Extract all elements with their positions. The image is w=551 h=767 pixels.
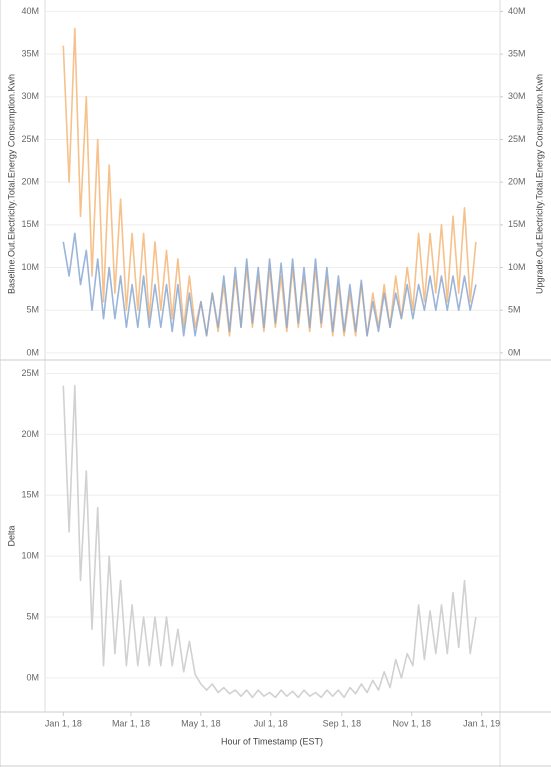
x-tick-label: Jan 1, 18 (45, 718, 82, 728)
y2-tick-label: 5M (508, 305, 521, 315)
x-tick-label: Jul 1, 18 (254, 718, 288, 728)
x-tick-label: Mar 1, 18 (112, 718, 150, 728)
y2-tick-label: 40M (508, 6, 526, 16)
y2-tick-label: 20M (508, 177, 526, 187)
y2-tick-label: 0M (508, 347, 521, 357)
y-tick-label: 40M (21, 6, 39, 16)
y-tick-label: 35M (21, 48, 39, 58)
y-tick-label: 5M (26, 611, 39, 621)
x-tick-label: Nov 1, 18 (392, 718, 431, 728)
y-tick-label: 10M (21, 551, 39, 561)
y-tick-label: 20M (21, 177, 39, 187)
x-axis-title: Hour of Timestamp (EST) (221, 736, 323, 746)
y-axis-title: Baseline.Out.Electricity.Total.Energy Co… (6, 74, 16, 294)
x-tick-label: May 1, 18 (181, 718, 221, 728)
y-tick-label: 15M (21, 490, 39, 500)
y2-tick-label: 25M (508, 134, 526, 144)
y2-axis-title: Upgrade.Out.Electricity.Total.Energy Con… (534, 74, 544, 294)
y2-tick-label: 30M (508, 91, 526, 101)
y-tick-label: 10M (21, 262, 39, 272)
y-tick-label: 25M (21, 134, 39, 144)
y2-tick-label: 10M (508, 262, 526, 272)
y-tick-label: 25M (21, 368, 39, 378)
y2-tick-label: 15M (508, 219, 526, 229)
x-tick-label: Jan 1, 19 (463, 718, 500, 728)
y-tick-label: 20M (21, 429, 39, 439)
y2-tick-label: 35M (508, 48, 526, 58)
y-tick-label: 0M (26, 347, 39, 357)
series-line (62, 384, 477, 699)
y-tick-label: 0M (26, 672, 39, 682)
x-tick-label: Sep 1, 18 (323, 718, 362, 728)
y-tick-label: 30M (21, 91, 39, 101)
series-line (62, 232, 477, 337)
y-axis-title: Delta (6, 525, 16, 546)
y-tick-label: 5M (26, 305, 39, 315)
y-tick-label: 15M (21, 219, 39, 229)
